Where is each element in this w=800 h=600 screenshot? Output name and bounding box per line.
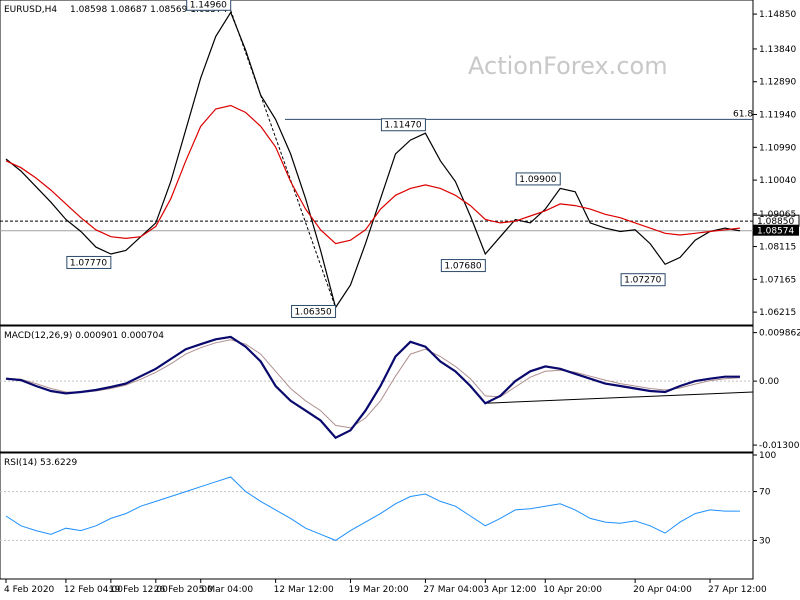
- macd-line: [5, 335, 740, 440]
- rsi-label: RSI(14) 53.6229: [4, 458, 77, 468]
- price-panel-frame: [0, 0, 754, 326]
- x-tick-label: 19 Feb 12:00: [109, 585, 168, 595]
- x-tick-label: 27 Mar 04:00: [423, 585, 483, 595]
- fib-618-label: 61.8: [733, 109, 753, 119]
- price-y-tick: 1.06215: [759, 308, 796, 318]
- rsi-y-tick: 30: [759, 536, 771, 546]
- price-label-box: [291, 304, 337, 318]
- price-label: 1.07680: [444, 262, 481, 272]
- macd-y-tick: 0.00: [759, 377, 779, 387]
- current-price-tag: [753, 224, 799, 236]
- macd-y-tick: 0.009862: [759, 329, 800, 339]
- x-tick-label: 12 Mar 12:00: [274, 585, 334, 595]
- price-y-tick: 1.10040: [759, 176, 796, 186]
- price-label: 1.09900: [519, 175, 556, 185]
- rsi-line: [5, 476, 740, 541]
- macd-y-tick: -0.013002: [759, 441, 800, 451]
- current-price-label: 1.08574: [757, 227, 794, 237]
- price-y-tick: 1.08115: [759, 243, 796, 253]
- price-label: 1.07270: [624, 276, 661, 286]
- price-y-tick: 1.10990: [759, 143, 796, 153]
- moving-average-line: [5, 104, 741, 245]
- decline-trend-line: [230, 10, 337, 308]
- x-tick-label: 5 Mar 04:00: [199, 585, 254, 595]
- price-y-tick: 1.12890: [759, 78, 796, 88]
- price-label: 1.06350: [295, 307, 332, 317]
- price-label-box: [186, 0, 232, 11]
- price-y-tick: 1.07165: [759, 275, 796, 285]
- rsi-y-tick: 70: [759, 488, 771, 498]
- price-label-box: [620, 273, 666, 287]
- macd-signal-line: [5, 339, 741, 429]
- dashed-level-label: 1.08850: [757, 217, 794, 227]
- price-y-tick: 1.11940: [759, 111, 796, 121]
- price-series-line: [5, 11, 741, 309]
- x-tick-label: 4 Feb 2020: [4, 585, 55, 595]
- x-tick-label: 20 Apr 04:00: [633, 585, 692, 595]
- price-label-box: [515, 172, 561, 186]
- x-tick-label: 10 Apr 20:00: [543, 585, 602, 595]
- rsi-panel-frame: [0, 452, 754, 580]
- macd-panel-frame: [0, 325, 754, 453]
- price-y-tick: 1.13840: [759, 45, 796, 55]
- price-label-box: [440, 259, 486, 273]
- macd-trend-line: [485, 391, 754, 404]
- macd-label: MACD(12,26,9) 0.000901 0.000704: [4, 331, 164, 341]
- x-tick-label: 27 Apr 12:00: [708, 585, 767, 595]
- ohlc-values: 1.08598 1.08687 1.08569 1.08574: [70, 5, 228, 15]
- price-label: 1.14960: [190, 0, 227, 10]
- price-label-box: [380, 118, 426, 132]
- symbol-label: EURUSD,H4: [4, 5, 57, 15]
- x-tick-label: 26 Feb 20:00: [154, 585, 213, 595]
- x-tick-label: 12 Feb 04:00: [64, 585, 123, 595]
- price-y-tick: 1.14850: [759, 10, 796, 20]
- price-label-box: [66, 255, 112, 269]
- x-tick-label: 19 Mar 20:00: [349, 585, 409, 595]
- price-label: 1.07770: [70, 258, 107, 268]
- price-label: 1.11470: [384, 121, 421, 131]
- x-tick-label: 3 Apr 12:00: [483, 585, 536, 595]
- price-y-tick: 1.09065: [759, 210, 796, 220]
- rsi-y-tick: 100: [759, 451, 776, 461]
- watermark: ActionForex.com: [468, 52, 668, 80]
